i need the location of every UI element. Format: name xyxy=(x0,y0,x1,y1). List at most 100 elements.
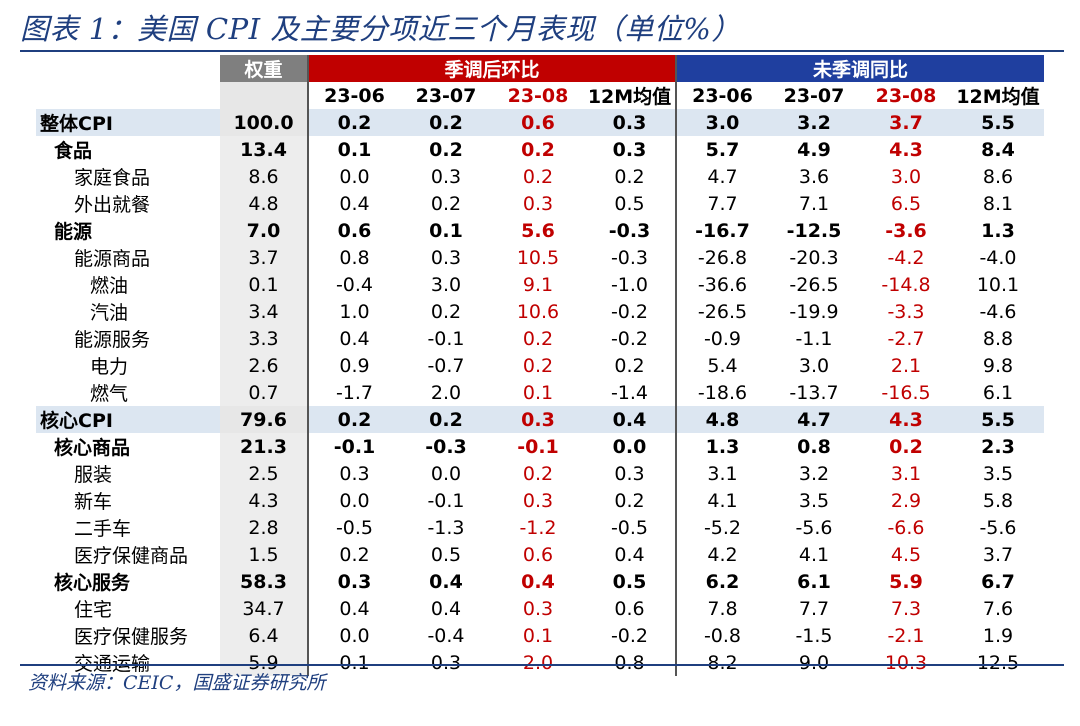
value-cell: 0.6 xyxy=(522,543,554,566)
value-cell: -36.6 xyxy=(675,271,768,298)
table-row: 核心CPI 79.6 0.2 0.2 0.3 0.4 4.8 4.7 4.3 5.5 xyxy=(36,406,1044,433)
value-cell: 1.3 xyxy=(675,433,768,460)
weight-cell: 0.1 xyxy=(220,271,308,298)
table-row: 核心服务 58.3 0.3 0.4 0.4 0.5 6.2 6.1 5.9 6.7 xyxy=(36,568,1044,595)
value-cell: 8.4 xyxy=(981,138,1015,161)
value-cell: -0.2 xyxy=(610,300,649,323)
row-label: 核心商品 xyxy=(54,437,131,459)
value-cell: 0.4 xyxy=(307,190,400,217)
value-cell: 3.0 xyxy=(675,109,768,136)
value-cell: -20.3 xyxy=(789,246,839,269)
value-cell: 5.4 xyxy=(675,352,768,379)
table-row: 医疗保健服务 6.4 0.0 -0.4 0.1 -0.2 -0.8 -1.5 -2.1 1.9 xyxy=(36,622,1044,649)
value-cell: 0.2 xyxy=(522,462,554,485)
value-cell: 5.5 xyxy=(952,406,1044,433)
value-cell: -0.3 xyxy=(608,219,651,242)
value-cell: 9.1 xyxy=(522,273,554,296)
weight-cell: 3.4 xyxy=(220,298,308,325)
header-period-row: 23-06 23-07 23-08 12M均值 23-06 23-07 23-0… xyxy=(36,82,1044,109)
weight-cell: 79.6 xyxy=(220,406,308,433)
value-cell: -1.3 xyxy=(427,516,465,539)
value-cell: 3.2 xyxy=(768,109,860,136)
value-cell: -0.7 xyxy=(427,354,465,377)
source-note: 资料来源：CEIC，国盛证券研究所 xyxy=(28,672,326,694)
value-cell: -2.1 xyxy=(887,624,925,647)
value-cell: 0.2 xyxy=(521,138,555,161)
value-cell: 4.7 xyxy=(768,406,860,433)
value-cell: -0.8 xyxy=(675,622,768,649)
row-label: 新车 xyxy=(74,491,113,513)
row-label: 能源 xyxy=(54,221,93,243)
value-cell: 3.2 xyxy=(798,462,830,485)
value-cell: -0.4 xyxy=(307,271,400,298)
value-cell: 10.6 xyxy=(516,300,560,323)
header-blank-2 xyxy=(36,82,220,109)
value-cell: -0.2 xyxy=(610,624,649,647)
value-cell: 0.3 xyxy=(522,597,554,620)
value-cell: -2.7 xyxy=(887,327,925,350)
table-row: 服装 2.5 0.3 0.0 0.2 0.3 3.1 3.2 3.1 3.5 xyxy=(36,460,1044,487)
weight-cell: 2.5 xyxy=(220,460,308,487)
weight-cell: 0.7 xyxy=(220,379,308,406)
row-label: 核心服务 xyxy=(54,572,131,594)
value-cell: 5.8 xyxy=(982,489,1014,512)
value-cell: 0.5 xyxy=(612,570,647,593)
weight-cell: 2.8 xyxy=(220,514,308,541)
value-cell: 2.9 xyxy=(890,489,922,512)
value-cell: 10.3 xyxy=(884,651,928,674)
value-cell: 10.1 xyxy=(976,273,1020,296)
value-cell: 0.5 xyxy=(614,192,645,215)
value-cell: 6.1 xyxy=(982,381,1014,404)
value-cell: 7.1 xyxy=(798,192,830,215)
value-cell: 0.2 xyxy=(522,165,554,188)
value-cell: 0.8 xyxy=(614,651,645,674)
value-cell: 1.3 xyxy=(981,219,1015,242)
weight-cell: 4.8 xyxy=(220,190,308,217)
row-label: 服装 xyxy=(74,464,113,486)
value-cell: -1.2 xyxy=(519,516,557,539)
value-cell: 0.4 xyxy=(614,543,645,566)
value-cell: 0.2 xyxy=(429,138,463,161)
value-cell: -0.5 xyxy=(610,516,649,539)
value-cell: 0.4 xyxy=(307,595,400,622)
value-cell: -16.5 xyxy=(881,381,931,404)
col-header: 12M均值 xyxy=(587,86,672,108)
value-cell: 7.8 xyxy=(675,595,768,622)
value-cell: 0.2 xyxy=(430,300,462,323)
weight-cell: 21.3 xyxy=(220,433,308,460)
weight-header-blank xyxy=(220,82,308,109)
value-cell: 0.1 xyxy=(522,381,554,404)
table-row: 电力 2.6 0.9 -0.7 0.2 0.2 5.4 3.0 2.1 9.8 xyxy=(36,352,1044,379)
value-cell: 0.0 xyxy=(430,462,462,485)
row-label: 家庭食品 xyxy=(74,167,151,189)
weight-cell: 3.7 xyxy=(220,244,308,271)
value-cell: 5.5 xyxy=(952,109,1044,136)
col-header: 23-07 xyxy=(783,84,845,107)
row-label: 核心CPI xyxy=(36,406,220,433)
value-cell: 0.4 xyxy=(430,597,462,620)
value-cell: 7.7 xyxy=(798,597,830,620)
row-label: 燃油 xyxy=(90,275,129,297)
value-cell: 0.3 xyxy=(522,192,554,215)
table-row: 核心商品 21.3 -0.1 -0.3 -0.1 0.0 1.3 0.8 0.2 2.3 xyxy=(36,433,1044,460)
value-cell: 3.1 xyxy=(675,460,768,487)
row-label: 汽油 xyxy=(90,302,129,324)
value-cell: -4.6 xyxy=(979,300,1017,323)
value-cell: 0.6 xyxy=(307,217,400,244)
value-cell: 0.9 xyxy=(307,352,400,379)
col-header: 12M均值 xyxy=(956,86,1040,108)
weight-cell: 6.4 xyxy=(220,622,308,649)
value-cell: 8.1 xyxy=(982,192,1014,215)
weight-cell: 13.4 xyxy=(220,136,308,163)
value-cell: 4.2 xyxy=(675,541,768,568)
title-rule xyxy=(20,50,1064,52)
value-cell: 0.3 xyxy=(584,109,676,136)
value-cell: 3.7 xyxy=(982,543,1014,566)
value-cell: 0.8 xyxy=(307,244,400,271)
value-cell: -13.7 xyxy=(789,381,839,404)
value-cell: 0.2 xyxy=(614,489,645,512)
value-cell: 5.7 xyxy=(675,136,768,163)
value-cell: -18.6 xyxy=(675,379,768,406)
value-cell: 9.8 xyxy=(982,354,1014,377)
value-cell: -26.5 xyxy=(789,273,839,296)
